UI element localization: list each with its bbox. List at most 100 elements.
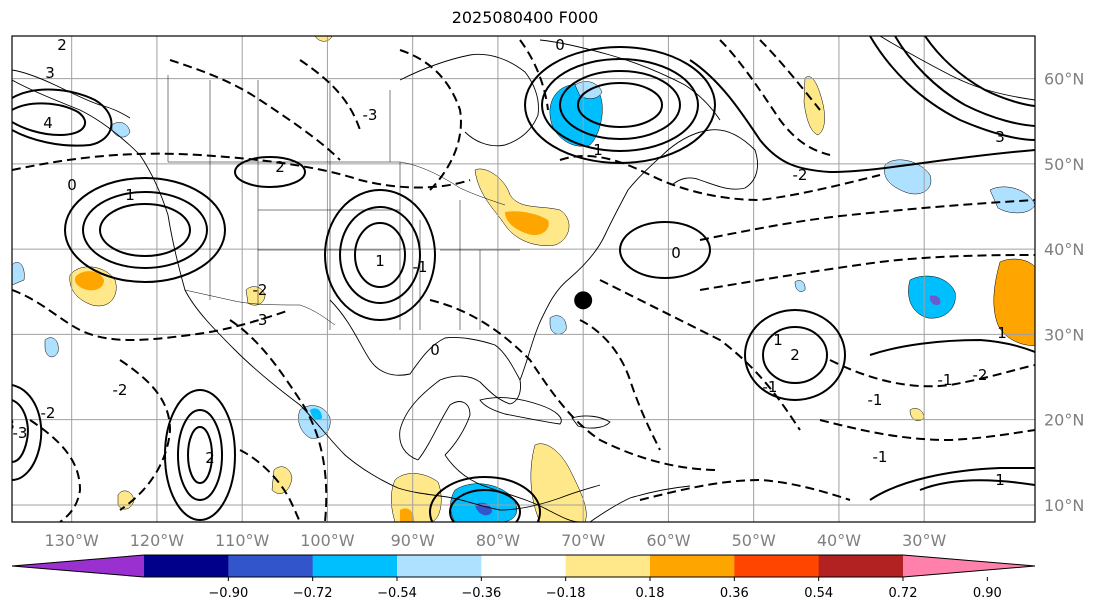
contour-positive	[744, 309, 846, 401]
contour-positive	[762, 326, 828, 384]
longitude-label: 80°W	[476, 531, 520, 550]
coastline-gulf	[439, 484, 601, 511]
contour-label: -2	[793, 166, 808, 184]
contour-negative	[299, 59, 361, 131]
colorbar-tick-label: 0.72	[889, 586, 918, 601]
contour-positive	[12, 102, 87, 137]
contour-negative	[719, 39, 831, 156]
shade-orange-patch	[74, 271, 104, 291]
colorbar-segment	[565, 555, 651, 577]
coastline-atlantic-us	[519, 129, 711, 381]
longitude-label: 70°W	[561, 531, 605, 550]
contour-positive	[177, 409, 223, 501]
latitude-label: 10°N	[1044, 496, 1084, 515]
contour-label: 1	[593, 141, 603, 159]
contour-label: -1	[873, 448, 888, 466]
latitude-labels: 60°N 50°N 40°N 30°N 20°N 10°N	[1044, 70, 1084, 515]
contour-label: -1	[763, 378, 778, 396]
contour-negative	[12, 152, 471, 189]
contour-negative	[399, 49, 462, 191]
colorbar-segment	[144, 555, 229, 577]
colorbar-segment	[650, 555, 735, 577]
colorbar-tick-label: 0.54	[804, 586, 833, 601]
colorbar-segment	[481, 555, 567, 577]
shade-yellow-patch	[245, 286, 266, 306]
contour-negative	[559, 154, 881, 202]
longitude-labels: 130°W 120°W 110°W 100°W 90°W 80°W 70°W 60°W 50°W…	[44, 531, 946, 550]
colorbar-tick-label: 0.36	[720, 586, 749, 601]
contour-positive	[869, 338, 1035, 356]
coastline-alaska	[12, 69, 131, 119]
coastline-gulf-mexico	[329, 299, 521, 461]
contour-positive	[689, 59, 1035, 174]
shade-lightblue-patch	[884, 159, 932, 195]
contour-positive	[429, 476, 541, 522]
contour-label: -3	[253, 311, 268, 329]
colorbar-segment	[397, 555, 482, 577]
contour-label: 0	[555, 36, 565, 54]
shade-yellow-patch	[314, 36, 333, 42]
longitude-label: 110°W	[215, 531, 270, 550]
contour-positive	[619, 221, 711, 279]
contour-label: 2	[205, 449, 215, 467]
shade-yellow-patch	[271, 466, 293, 494]
colorbar-tick-label: −0.90	[208, 586, 248, 601]
contour-negative	[119, 359, 172, 511]
shade-orange-patch	[993, 258, 1035, 346]
contour-label: -1	[413, 258, 428, 276]
contour-negative	[519, 39, 549, 111]
contour-label: 4	[43, 114, 53, 132]
contour-label: -2	[253, 281, 268, 299]
contour-negative	[229, 319, 328, 522]
shade-orange-patch	[505, 211, 549, 236]
contour-positive	[12, 384, 43, 481]
contour-label: -1	[868, 391, 883, 409]
negative-contours	[12, 39, 1035, 522]
contour-positive	[339, 206, 421, 304]
longitude-label: 100°W	[300, 531, 355, 550]
colorbar-segment	[228, 555, 314, 577]
shade-blue-patch	[310, 408, 322, 420]
shade-lightblue-patch	[549, 315, 567, 335]
colorbar-extend-low	[12, 555, 144, 577]
shade-yellow-patch	[909, 408, 925, 421]
state-lines	[209, 162, 520, 330]
contour-positive	[894, 36, 1035, 127]
latitude-label: 20°N	[1044, 411, 1084, 430]
gridlines	[12, 36, 1035, 522]
border-us-canada	[168, 161, 506, 206]
contour-positive	[99, 203, 191, 257]
colorbar-extend-high	[903, 555, 1035, 577]
contour-label: 3	[45, 64, 55, 82]
contour-label: -3	[13, 424, 28, 442]
shade-lightblue-patch	[44, 337, 59, 358]
latitude-label: 40°N	[1044, 240, 1084, 259]
contour-positive	[559, 70, 681, 140]
colorbar-tick-label: 0.18	[636, 586, 665, 601]
longitude-label: 40°W	[817, 531, 861, 550]
latitude-label: 50°N	[1044, 155, 1084, 174]
borders	[167, 75, 520, 330]
coastline-cuba	[479, 397, 562, 425]
contour-positive	[234, 156, 306, 188]
contour-label: 1	[125, 186, 135, 204]
contour-positive	[577, 82, 663, 128]
contour-label: 3	[995, 128, 1005, 146]
colorbar-segment	[312, 555, 398, 577]
contour-positive	[12, 399, 29, 463]
shaded-anomalies	[12, 36, 1035, 522]
contour-label: -3	[363, 106, 378, 124]
contour-negative	[829, 359, 1035, 388]
colorbar: −0.90 −0.72 −0.54 −0.36 −0.18 0.18 0.36 0.54 0.7…	[11, 554, 1036, 601]
contour-positive	[919, 479, 1035, 491]
colorbar-tick-label: −0.54	[377, 586, 417, 601]
longitude-label: 120°W	[130, 531, 185, 550]
contour-label: 1	[995, 471, 1005, 489]
colorbar-tick-label: −0.36	[461, 586, 501, 601]
contour-negative	[429, 299, 721, 471]
shade-yellow-patch	[803, 76, 825, 136]
longitude-label: 130°W	[44, 531, 99, 550]
contour-negative	[699, 254, 1035, 291]
